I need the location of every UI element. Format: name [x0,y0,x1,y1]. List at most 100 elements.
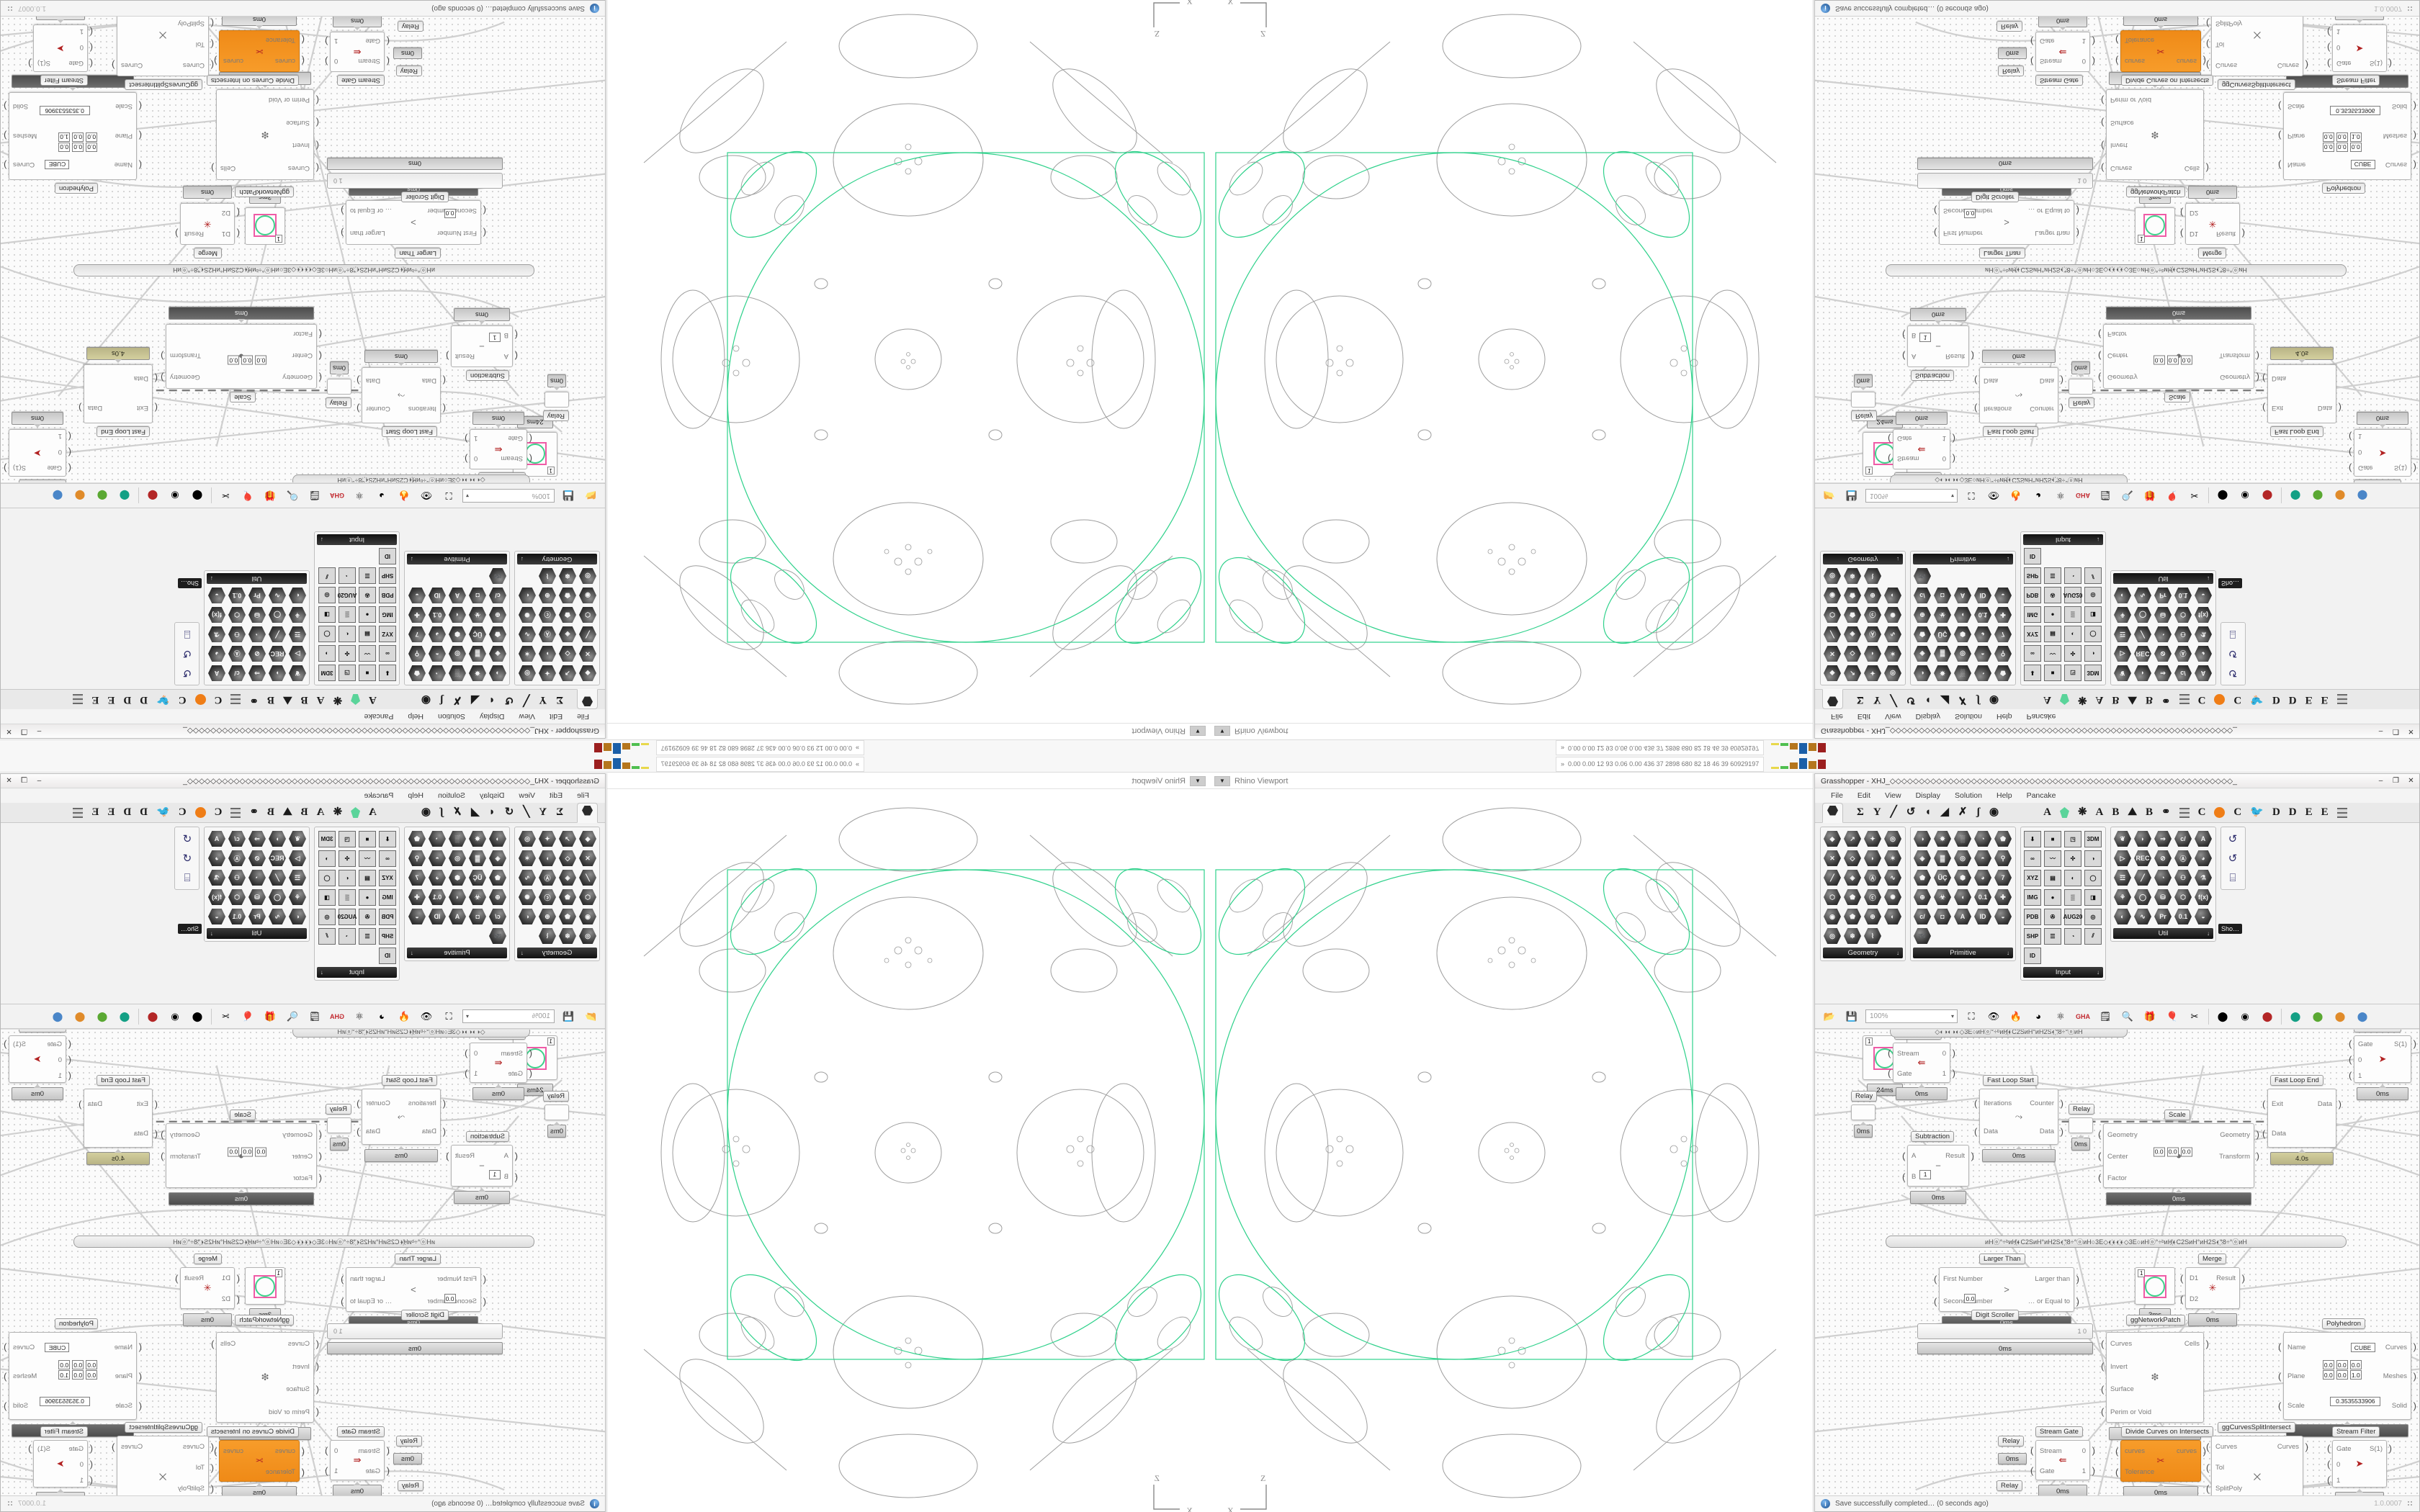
palette-component-icon[interactable]: IMG [378,888,397,906]
palette-component-icon[interactable]: ◗ [1863,644,1882,663]
palette-component-icon[interactable]: Ⓐ [228,644,246,663]
tab-plugin-grid-icon[interactable] [2179,807,2190,818]
output-port[interactable]: ) [28,58,32,69]
plane-px-field[interactable]: 0.0 [86,142,98,152]
component-nickname-c-merge[interactable]: Merge [194,1254,222,1264]
component-nickname-c-streamfilter-2[interactable]: Stream Filter [2332,75,2380,86]
palette-component-icon[interactable]: ◓ [1973,849,1992,868]
component-c-merge[interactable]: D1 Result D2 ✳(() [175,1267,240,1309]
tab-plugin-b2-icon[interactable]: B [2145,694,2153,706]
component-nickname-c-ggcurvessplit[interactable]: ggCurvesSplitIntersect [2218,1422,2295,1433]
menu-solution[interactable]: Solution [1955,791,1982,800]
component-c-cells[interactable]: Curves Cells Invert Surface Perim or Void ❇((… [2101,1332,2209,1423]
palette-component-icon[interactable]: ↗ [558,829,577,848]
component-nickname-c-streamfilter-1[interactable]: Stream Filter [18,480,66,483]
input-param-label[interactable]: B [1912,331,1917,339]
component-c-polyhedron[interactable]: Name Curves Plane Meshes Scale Solid CUBE 0.353… [2278,1332,2416,1420]
palette-component-icon[interactable]: ◐ [288,586,307,605]
input-param-label[interactable]: Scale [115,102,133,110]
output-port[interactable]: ) [28,1443,32,1454]
tab-plugin-grid-icon[interactable] [230,807,241,818]
palette-group-label[interactable]: Geometry ↓ [517,948,597,958]
search-icon[interactable]: 🔍 [2121,1010,2134,1022]
palette-component-icon[interactable]: ⫽ [2084,927,2102,945]
palette-group-label[interactable]: Primitive ↓ [1913,554,2013,564]
component-nickname-c-polyhedron[interactable]: Polyhedron [2322,1318,2366,1329]
plane-zx-field[interactable]: 0.0 [86,132,98,142]
input-port[interactable]: ( [2030,1465,2034,1476]
palette-component-icon[interactable]: 7 [1994,868,2012,887]
output-port[interactable]: ) [2413,159,2416,171]
gha-icon[interactable]: GHA [2076,492,2090,500]
palette-component-icon[interactable]: ✸ [1933,829,1952,848]
zoom-level-input[interactable]: 100% [1865,1009,1958,1023]
palette-component-icon[interactable]: Pr [248,586,266,605]
tab-display-icon[interactable]: ◉ [1989,694,1999,706]
palette-component-icon[interactable]: ∿ [518,868,537,887]
palette-group-primitive[interactable]: ◑ ✸ ░ ◔ ⬟ ◈ ▓ ◎ ◓ ⚲ ⬟ ÜÇ ⬢ ◕ 7 ⊕ ☣ ◖ 0.1 ✚ c/◘ A ID ◒ ➿ Primitive… [1910,827,2016,961]
output-port[interactable]: ) [1952,454,1955,464]
palette-component-icon[interactable]: PDB [378,586,397,605]
component-c-polyhedron[interactable]: Name Curves Plane Meshes Scale Solid CUBE 0.353… [2278,92,2416,180]
palette-group-geometry[interactable]: ◆ ↗ ✦ ◎ ✕ ◇ ◗ ✶ ╱ ◈ Ⓐ ∿ ⬡ ⬟ ⓒ ✺ ◉ ⬟ ⊕ ◐ ◎ ❄ ⌇ Geometry ↓ [514,827,600,961]
output-param-label[interactable]: Result [1945,352,1965,360]
tab-plugin-a1-icon[interactable]: A [369,694,377,706]
palette-component-icon[interactable]: ↗ [558,664,577,683]
palette-component-icon[interactable]: 3DM [2084,664,2102,683]
input-port[interactable]: ( [2115,1445,2119,1457]
output-param-label[interactable]: 1 [2081,37,2086,45]
input-param-label[interactable]: Gate [1897,434,1912,443]
loop-icon[interactable]: ↺ [178,664,197,683]
input-param-label[interactable]: Gate [47,464,62,472]
minimize-button[interactable]: – [2378,727,2383,735]
center-cz-field[interactable]: 0.0 [228,355,240,365]
shade-ghost-icon[interactable]: ◉ [2241,490,2249,502]
palette-component-icon[interactable]: ◐ [2063,625,2082,644]
component-nickname-c-streamfilter-1[interactable]: Stream Filter [18,1029,66,1032]
input-param-label[interactable]: Factor [293,330,313,338]
palette-group-input[interactable]: ⬇ ■ ◳ 3DM ∞ 〰 ✣ ◑ XYZ ▤ ◐ ◯ IMG ● ▒ ◨ PDB ✇ AUG20 ◎ SHP ☰ ◔ ⫽ ID… [2020,827,2106,981]
viewport-header[interactable]: ▼ Rhino Viewport [607,773,1210,789]
palette-group-caret-icon[interactable]: ↓ [2207,575,2210,582]
menu-help[interactable]: Help [408,712,424,721]
palette-component-icon[interactable]: ⊕ [1913,888,1932,906]
tab-plugin-cloud-icon[interactable]: ❋ [333,694,343,706]
rhino-viewport-panel[interactable]: ▼ Rhino Viewport [606,0,1210,739]
component-nickname-c-relay-2[interactable]: Relay [2069,1104,2095,1115]
menu-pancake[interactable]: Pancake [364,791,394,800]
output-param-label[interactable]: Solid [13,1402,29,1410]
input-param-label[interactable]: SplitPoly [178,19,205,27]
palette-component-icon[interactable]: ✕ [1823,849,1842,868]
input-param-label[interactable]: Data [1984,377,1999,384]
palette-component-icon[interactable]: ◳ [338,829,357,848]
output-port[interactable]: ) [1952,1048,1955,1058]
palette-component-icon[interactable]: c/ [488,907,507,926]
palette-component-icon[interactable]: ◎ [1953,849,1972,868]
palette-group-label[interactable]: Input ↓ [317,967,397,978]
menu-file[interactable]: File [577,712,589,721]
open-file-icon[interactable]: 📂 [1823,490,1836,502]
tab-surface-icon[interactable]: ◖ [488,694,496,706]
polyhedron-name-field[interactable]: CUBE [2350,159,2375,169]
input-param-label[interactable]: Factor [293,1174,313,1182]
component-nickname-c-digitscroller-1[interactable]: Digit Scroller [1971,1310,2019,1320]
palette-component-icon[interactable]: ☣ [468,606,487,624]
output-param-label[interactable]: Data [2317,404,2332,412]
palette-component-icon[interactable]: ◈ [558,868,577,887]
palette-component-icon[interactable]: Ⓐ [538,625,557,644]
palette-component-icon[interactable]: ● [2043,606,2062,624]
palette-component-icon[interactable]: ◎ [318,907,336,926]
palette-component-icon[interactable]: ✶ [518,644,537,663]
open-file-icon[interactable]: 📂 [1823,1010,1836,1022]
palette-group-caret-icon[interactable]: ↓ [521,950,524,956]
palette-component-icon[interactable]: ◈ [1913,849,1932,868]
palette-component-icon[interactable]: ◨ [2084,888,2102,906]
palette-component-icon[interactable]: ⬟ [408,829,426,848]
palette-component-icon[interactable]: ◔ [338,567,357,585]
palette-component-icon[interactable]: ◎ [448,849,467,868]
grasshopper-titlebar[interactable]: Grasshopper - XHJ_◇◇◇◇◇◇◇◇◇◇◇◇◇◇◇◇◇◇◇◇◇◇… [1815,724,2419,738]
menu-display[interactable]: Display [479,791,505,800]
component-nickname-c-relay-4[interactable]: Relay [1996,21,2023,32]
menu-edit[interactable]: Edit [1857,791,1871,800]
input-param-label[interactable]: Name [114,161,133,169]
